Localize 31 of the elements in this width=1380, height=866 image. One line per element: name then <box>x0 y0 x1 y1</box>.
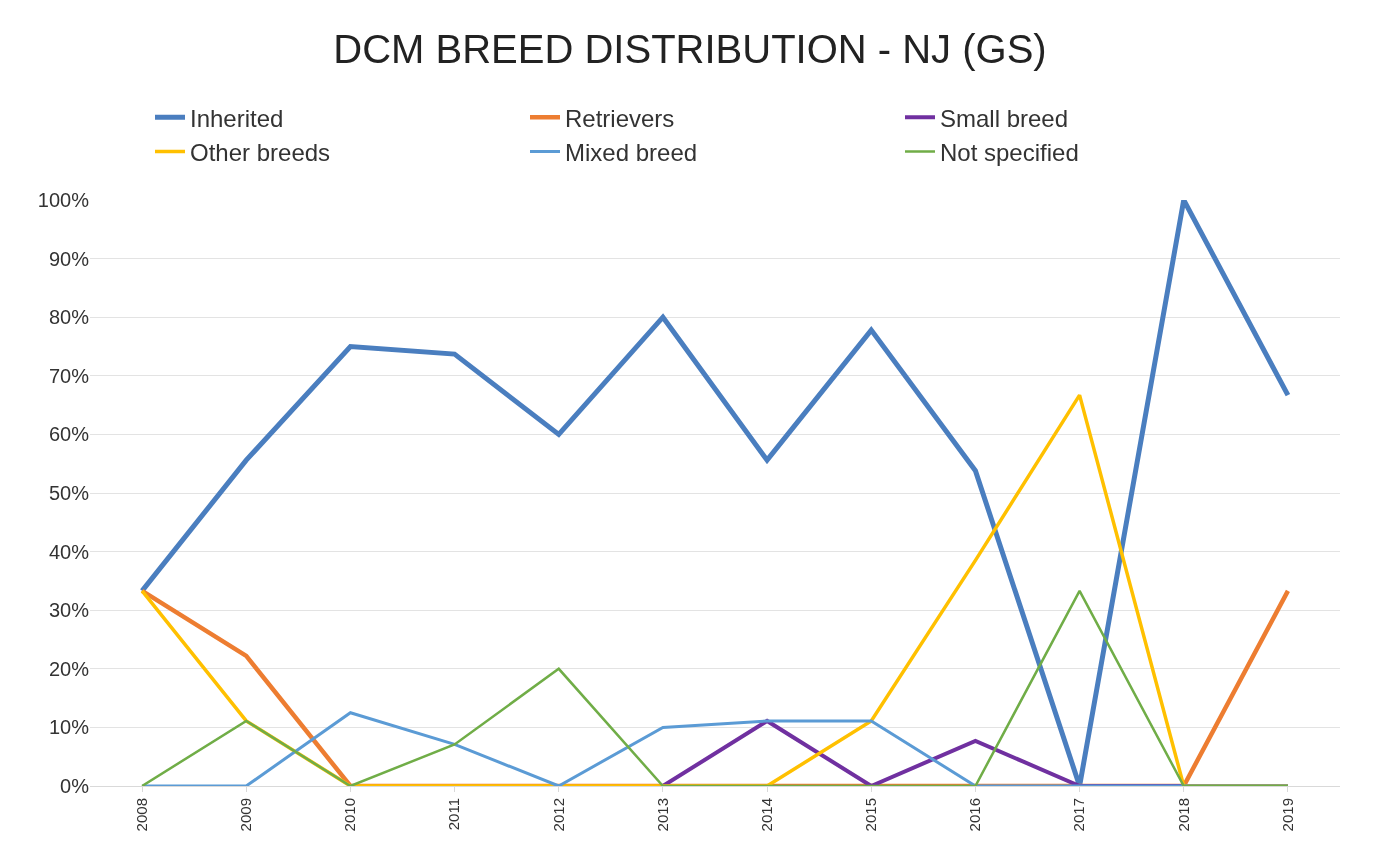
legend-label: Small breed <box>940 104 1069 132</box>
y-tick-label: 70% <box>48 364 90 387</box>
x-tick-label: 2013 <box>653 798 671 832</box>
y-tick-label: 100% <box>37 189 90 211</box>
x-tick-label: 2018 <box>1174 798 1192 832</box>
y-tick-label: 80% <box>48 306 90 329</box>
x-tick-label: 2009 <box>237 798 255 832</box>
legend-label: Other breeds <box>190 138 331 166</box>
y-tick-label: 0% <box>60 775 90 797</box>
x-tick-label: 2019 <box>1278 798 1296 832</box>
y-tick-label: 30% <box>48 599 90 622</box>
y-tick-label: 60% <box>48 423 90 446</box>
y-tick-label: 40% <box>48 540 90 563</box>
legend-label: Retrievers <box>565 104 675 132</box>
y-tick-label: 90% <box>48 247 90 270</box>
x-tick-label: 2012 <box>549 798 567 832</box>
x-tick-label: 2008 <box>132 798 150 832</box>
x-tick-label: 2015 <box>862 798 880 832</box>
x-tick-label: 2011 <box>445 798 463 831</box>
legend-label: Not specified <box>940 138 1079 166</box>
y-tick-label: 10% <box>48 716 90 739</box>
x-tick-label: 2017 <box>1070 798 1088 832</box>
y-tick-label: 50% <box>48 482 90 504</box>
line-series <box>140 393 1290 786</box>
y-tick-label: 20% <box>48 657 90 680</box>
chart-title: DCM BREED DISTRIBUTION - NJ (GS) <box>333 26 1047 71</box>
legend-label: Mixed breed <box>565 138 698 166</box>
legend-label: Inherited <box>190 104 284 132</box>
x-tick-label: 2016 <box>966 798 984 832</box>
x-tick-label: 2010 <box>341 798 359 832</box>
x-tick-label: 2014 <box>757 798 775 832</box>
